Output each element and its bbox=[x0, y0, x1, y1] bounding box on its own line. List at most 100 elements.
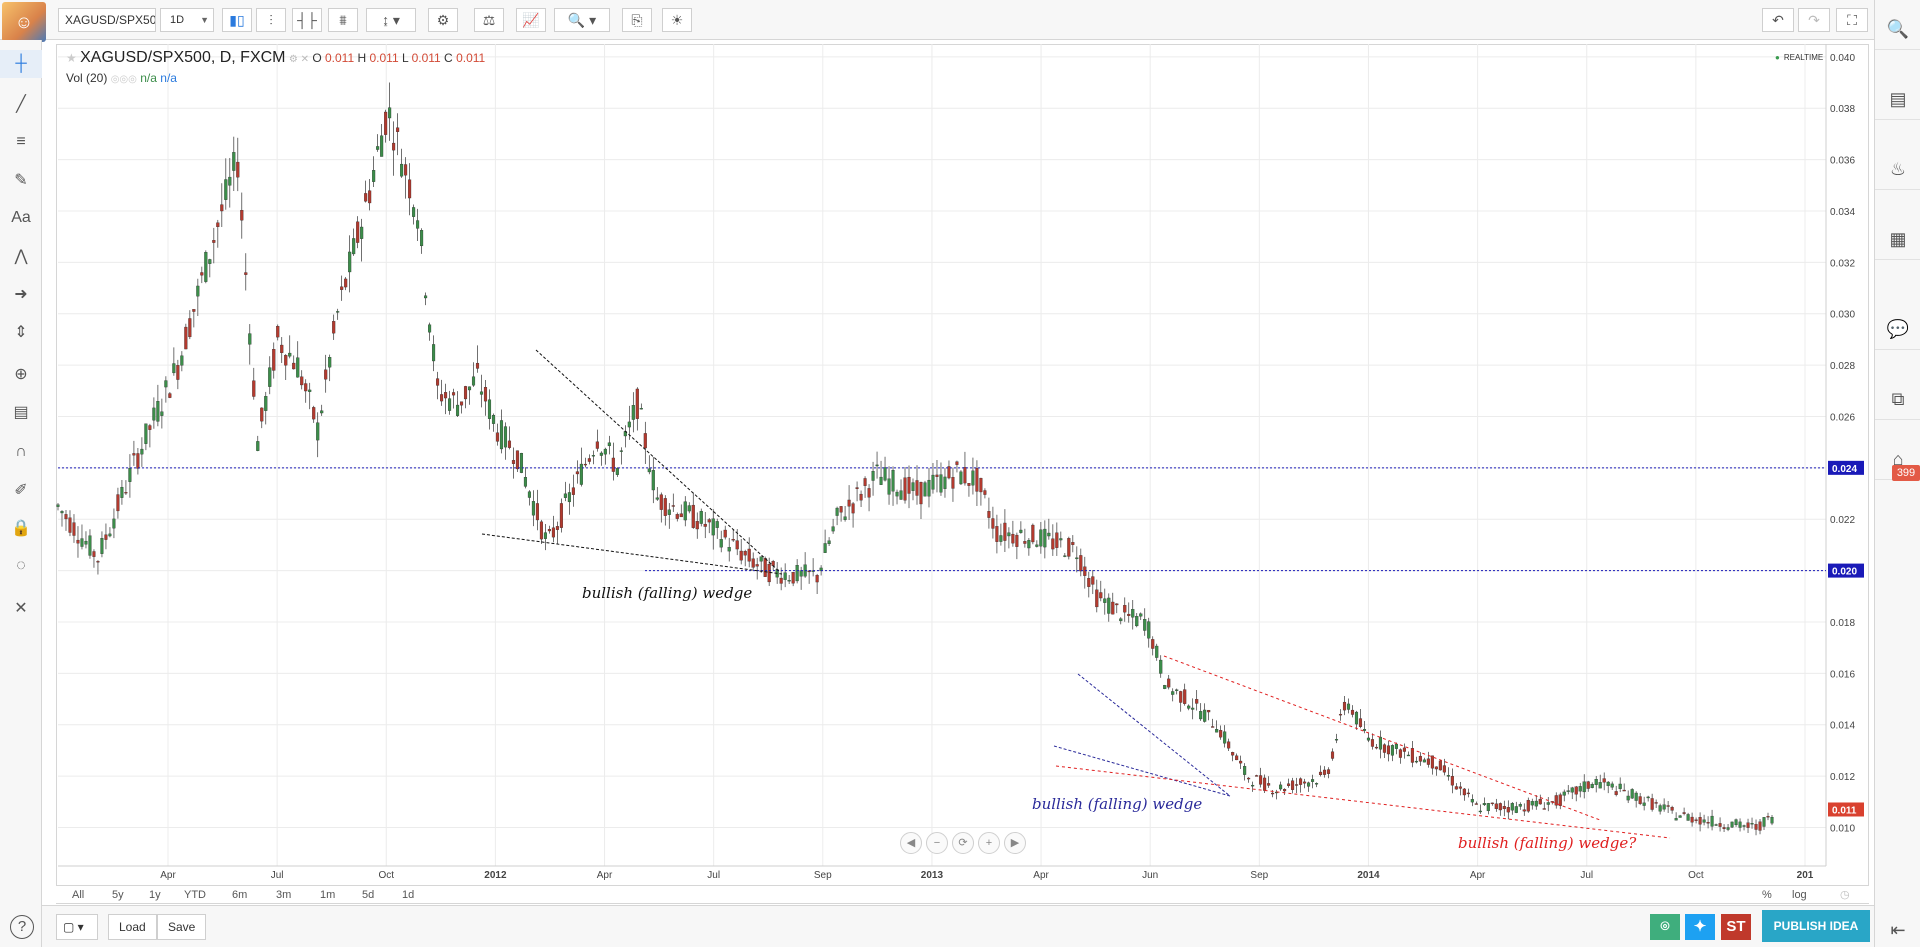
candle-body bbox=[1299, 778, 1303, 785]
range-5y[interactable]: 5y bbox=[112, 889, 124, 901]
collapse-panel-icon[interactable]: ⇤ bbox=[1890, 919, 1906, 940]
candle-body bbox=[1686, 814, 1690, 821]
crosshair-icon[interactable]: ┼ bbox=[0, 50, 42, 78]
measure-icon[interactable]: ⇕ bbox=[14, 324, 28, 341]
hot-icon[interactable]: ♨ bbox=[1875, 150, 1920, 190]
candle-body bbox=[991, 518, 995, 529]
compare-icon[interactable]: ⩩ bbox=[328, 8, 358, 32]
symbol-search-input[interactable]: XAGUSD/SPX500 bbox=[58, 8, 156, 32]
load-button[interactable]: Load bbox=[108, 914, 157, 940]
candle-body bbox=[1211, 726, 1215, 728]
calendar-icon[interactable]: ▦ bbox=[1875, 220, 1920, 260]
lock-icon[interactable]: 🔒 bbox=[11, 520, 31, 537]
twitter-icon[interactable]: ✦ bbox=[1685, 914, 1715, 940]
range-6m[interactable]: 6m bbox=[232, 889, 248, 901]
indicator-icon[interactable]: ⫶ bbox=[256, 8, 286, 32]
range-all[interactable]: All bbox=[72, 889, 85, 901]
symbol-legend: ★ XAGUSD/SPX500, D, FXCM ⚙ ✕ O 0.011 H 0… bbox=[66, 49, 485, 67]
idea-icon[interactable]: ☀ bbox=[662, 8, 692, 32]
candle-body bbox=[699, 510, 703, 524]
legend-settings-icon[interactable]: ⚙ ✕ bbox=[288, 54, 309, 65]
candle-body bbox=[1015, 534, 1019, 547]
undo-icon[interactable]: ↶ bbox=[1762, 8, 1794, 32]
annotation-wedge-2[interactable]: bullish (falling) wedge bbox=[1032, 795, 1203, 813]
fullscreen-icon[interactable]: ⛶ bbox=[1836, 8, 1868, 32]
user-avatar[interactable]: ☺ bbox=[2, 2, 46, 42]
candle-body bbox=[376, 146, 380, 150]
candle-body bbox=[1155, 645, 1159, 658]
publish-idea-button[interactable]: PUBLISH IDEA bbox=[1762, 910, 1870, 942]
bars-icon[interactable]: ┤├ bbox=[292, 8, 322, 32]
zoom-icon[interactable]: ⊕ bbox=[14, 366, 28, 383]
candle-body bbox=[559, 503, 563, 528]
candles-icon[interactable]: ▮▯ bbox=[222, 8, 252, 32]
chat-icon[interactable]: 💬 bbox=[1875, 310, 1920, 350]
camera-icon[interactable]: ⌾ bbox=[1650, 914, 1680, 940]
magnet-icon[interactable]: ∩ bbox=[15, 443, 27, 460]
log-scale-toggle[interactable]: log bbox=[1792, 889, 1807, 901]
redo-icon[interactable]: ↷ bbox=[1798, 8, 1830, 32]
range-3m[interactable]: 3m bbox=[276, 889, 292, 901]
chart-pane[interactable] bbox=[56, 44, 1869, 886]
range-ytd[interactable]: YTD bbox=[184, 889, 206, 901]
candle-body bbox=[551, 527, 555, 538]
candle-body bbox=[823, 543, 827, 553]
ruler-icon[interactable]: ▤ bbox=[13, 404, 29, 421]
search-zoom-icon[interactable]: 🔍 ▾ bbox=[554, 8, 610, 32]
candle-body bbox=[1215, 729, 1219, 733]
text-tool-icon[interactable]: Aa bbox=[11, 209, 31, 226]
help-icon[interactable]: ? bbox=[10, 915, 34, 939]
zoom-in-button[interactable]: + bbox=[978, 832, 1000, 854]
candle-body bbox=[1382, 744, 1387, 753]
clock-icon[interactable]: ◷ bbox=[1840, 889, 1850, 901]
scales-icon[interactable]: ⚖ bbox=[474, 8, 504, 32]
search-icon[interactable]: 🔍 bbox=[1875, 10, 1920, 50]
candle-body bbox=[96, 561, 100, 563]
trend-line-icon[interactable]: ╱ bbox=[16, 96, 26, 113]
range-1m[interactable]: 1m bbox=[320, 889, 336, 901]
pattern-icon[interactable]: ⋀ bbox=[14, 248, 28, 265]
candle-body bbox=[971, 470, 975, 486]
reset-chart-button[interactable]: ⟳ bbox=[952, 832, 974, 854]
volume-settings-icon[interactable]: ◎◎◎ bbox=[110, 74, 137, 85]
annotation-wedge-1[interactable]: bullish (falling) wedge bbox=[582, 584, 753, 602]
cursor-dropdown-icon[interactable]: ↨ ▾ bbox=[366, 8, 416, 32]
scroll-left-button[interactable]: ◀ bbox=[900, 832, 922, 854]
settings-tools-icon[interactable]: ✕ bbox=[14, 600, 28, 617]
range-1d[interactable]: 1d bbox=[402, 889, 415, 901]
candle-body bbox=[1314, 783, 1319, 785]
percent-scale-toggle[interactable]: % bbox=[1762, 889, 1772, 901]
annotation-wedge-3[interactable]: bullish (falling) wedge? bbox=[1458, 834, 1637, 852]
candle-body bbox=[1486, 803, 1490, 812]
snapshot-icon[interactable]: ⎘ bbox=[622, 8, 652, 32]
star-icon[interactable]: ★ bbox=[66, 51, 77, 65]
range-1y[interactable]: 1y bbox=[149, 889, 161, 901]
horizontal-lines-icon[interactable]: ≡ bbox=[16, 133, 26, 150]
candle-body bbox=[799, 570, 803, 577]
candle-body bbox=[1255, 775, 1259, 777]
eye-hide-icon[interactable]: ◌ bbox=[16, 557, 26, 574]
candle-body bbox=[471, 376, 476, 386]
save-button[interactable]: Save bbox=[157, 914, 207, 940]
arrow-icon[interactable]: ➜ bbox=[14, 286, 28, 303]
interval-select[interactable]: 1D ▼ bbox=[160, 8, 214, 32]
candle-body bbox=[607, 442, 611, 447]
stocktwits-button[interactable]: ST bbox=[1721, 914, 1751, 940]
scroll-right-button[interactable]: ▶ bbox=[1004, 832, 1026, 854]
chart-layout-select[interactable]: ▢ ▾ bbox=[56, 914, 98, 940]
brush-icon[interactable]: ✎ bbox=[14, 172, 28, 189]
y-tick-label: 0.014 bbox=[1830, 721, 1855, 732]
gear-icon[interactable]: ⚙ bbox=[428, 8, 458, 32]
pencil-lock-icon[interactable]: ✐ bbox=[14, 482, 28, 499]
x-tick-label: 201 bbox=[1797, 870, 1814, 881]
y-tick-label: 0.010 bbox=[1830, 823, 1855, 834]
studies-icon[interactable]: 📈 bbox=[516, 8, 546, 32]
range-5d[interactable]: 5d bbox=[362, 889, 375, 901]
news-icon[interactable]: ▤ bbox=[1875, 80, 1920, 120]
zoom-out-button[interactable]: − bbox=[926, 832, 948, 854]
ideas-icon[interactable]: ⧉ bbox=[1875, 380, 1920, 420]
candle-body bbox=[903, 477, 907, 501]
candle-body bbox=[483, 386, 488, 402]
candle-body bbox=[1055, 532, 1059, 548]
